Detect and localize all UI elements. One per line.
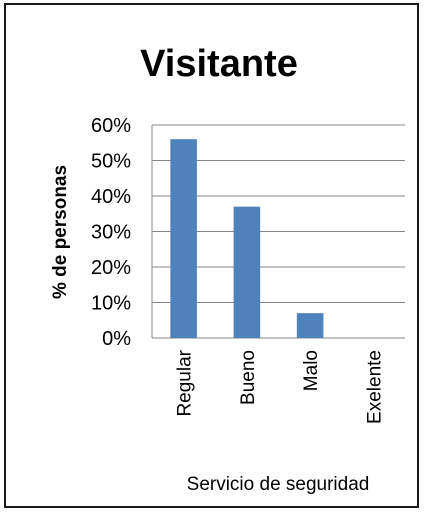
x-category-label: Regular xyxy=(175,349,196,416)
bar-malo xyxy=(296,313,324,338)
x-category-labels: Regular Bueno Malo Exelente xyxy=(175,349,386,424)
y-tick-labels: 0% 10% 20% 30% 40% 50% 60% xyxy=(91,115,131,350)
y-tick-label: 30% xyxy=(91,222,131,244)
chart-frame xyxy=(4,3,419,508)
y-tick-label: 0% xyxy=(102,328,131,350)
x-category-label: Bueno xyxy=(238,350,259,405)
bar-regular xyxy=(170,139,197,338)
y-tick-label: 50% xyxy=(91,151,131,173)
y-tick-label: 60% xyxy=(91,115,131,137)
y-tick-label: 20% xyxy=(91,257,131,279)
chart-title: Visitante xyxy=(140,43,298,85)
bar-bueno xyxy=(233,206,261,338)
y-tick-label: 10% xyxy=(91,293,131,315)
y-tick-label: 40% xyxy=(91,186,131,208)
x-axis-label: Servicio de seguridad xyxy=(187,474,370,495)
x-category-label: Malo xyxy=(301,350,322,391)
x-category-label: Exelente xyxy=(364,350,385,424)
y-axis-label: % de personas xyxy=(50,165,71,299)
bars xyxy=(170,139,324,338)
